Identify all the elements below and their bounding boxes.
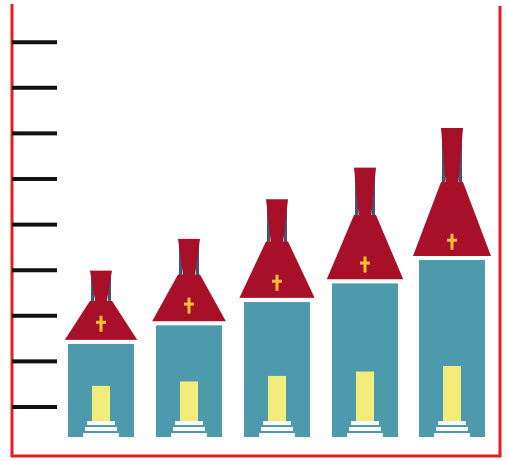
- church-step: [261, 427, 293, 431]
- church-step: [83, 433, 119, 437]
- church-step: [347, 433, 383, 437]
- church-cross-horizontal: [272, 279, 282, 283]
- church-cross-horizontal: [184, 302, 194, 306]
- church-cross-horizontal: [96, 320, 106, 324]
- church-step: [175, 421, 203, 425]
- church-bar-5: [413, 128, 491, 437]
- church-bar-3: [239, 199, 315, 437]
- church-step: [436, 427, 468, 431]
- church-band: [67, 339, 135, 344]
- church-step: [173, 427, 205, 431]
- church-band: [155, 321, 223, 326]
- church-spire: [90, 270, 112, 330]
- church-step: [263, 421, 291, 425]
- church-door-window: [268, 375, 286, 421]
- church-step: [171, 433, 207, 437]
- church-door-window: [443, 366, 461, 421]
- church-bar-2: [152, 238, 226, 437]
- church-door-window: [180, 381, 198, 421]
- church-cross-horizontal: [447, 238, 457, 242]
- church-step: [349, 427, 381, 431]
- church-spire: [178, 238, 200, 312]
- church-bar-4: [326, 167, 404, 437]
- church-step: [434, 433, 470, 437]
- church-band: [331, 279, 399, 284]
- church-spire: [354, 167, 376, 271]
- church-spire: [441, 128, 463, 248]
- church-bar-1: [64, 270, 138, 437]
- church-step: [259, 433, 295, 437]
- church-step: [438, 421, 466, 425]
- church-step: [351, 421, 379, 425]
- church-spire: [266, 199, 288, 289]
- church-step: [85, 427, 117, 431]
- y-axis-ticks: [12, 40, 57, 409]
- church-band: [418, 256, 486, 260]
- church-step: [87, 421, 115, 425]
- chart-frame: [10, 4, 502, 458]
- church-cross-horizontal: [360, 261, 370, 265]
- church-door-window: [92, 385, 110, 421]
- church-door-window: [356, 371, 374, 421]
- church-band: [243, 297, 311, 302]
